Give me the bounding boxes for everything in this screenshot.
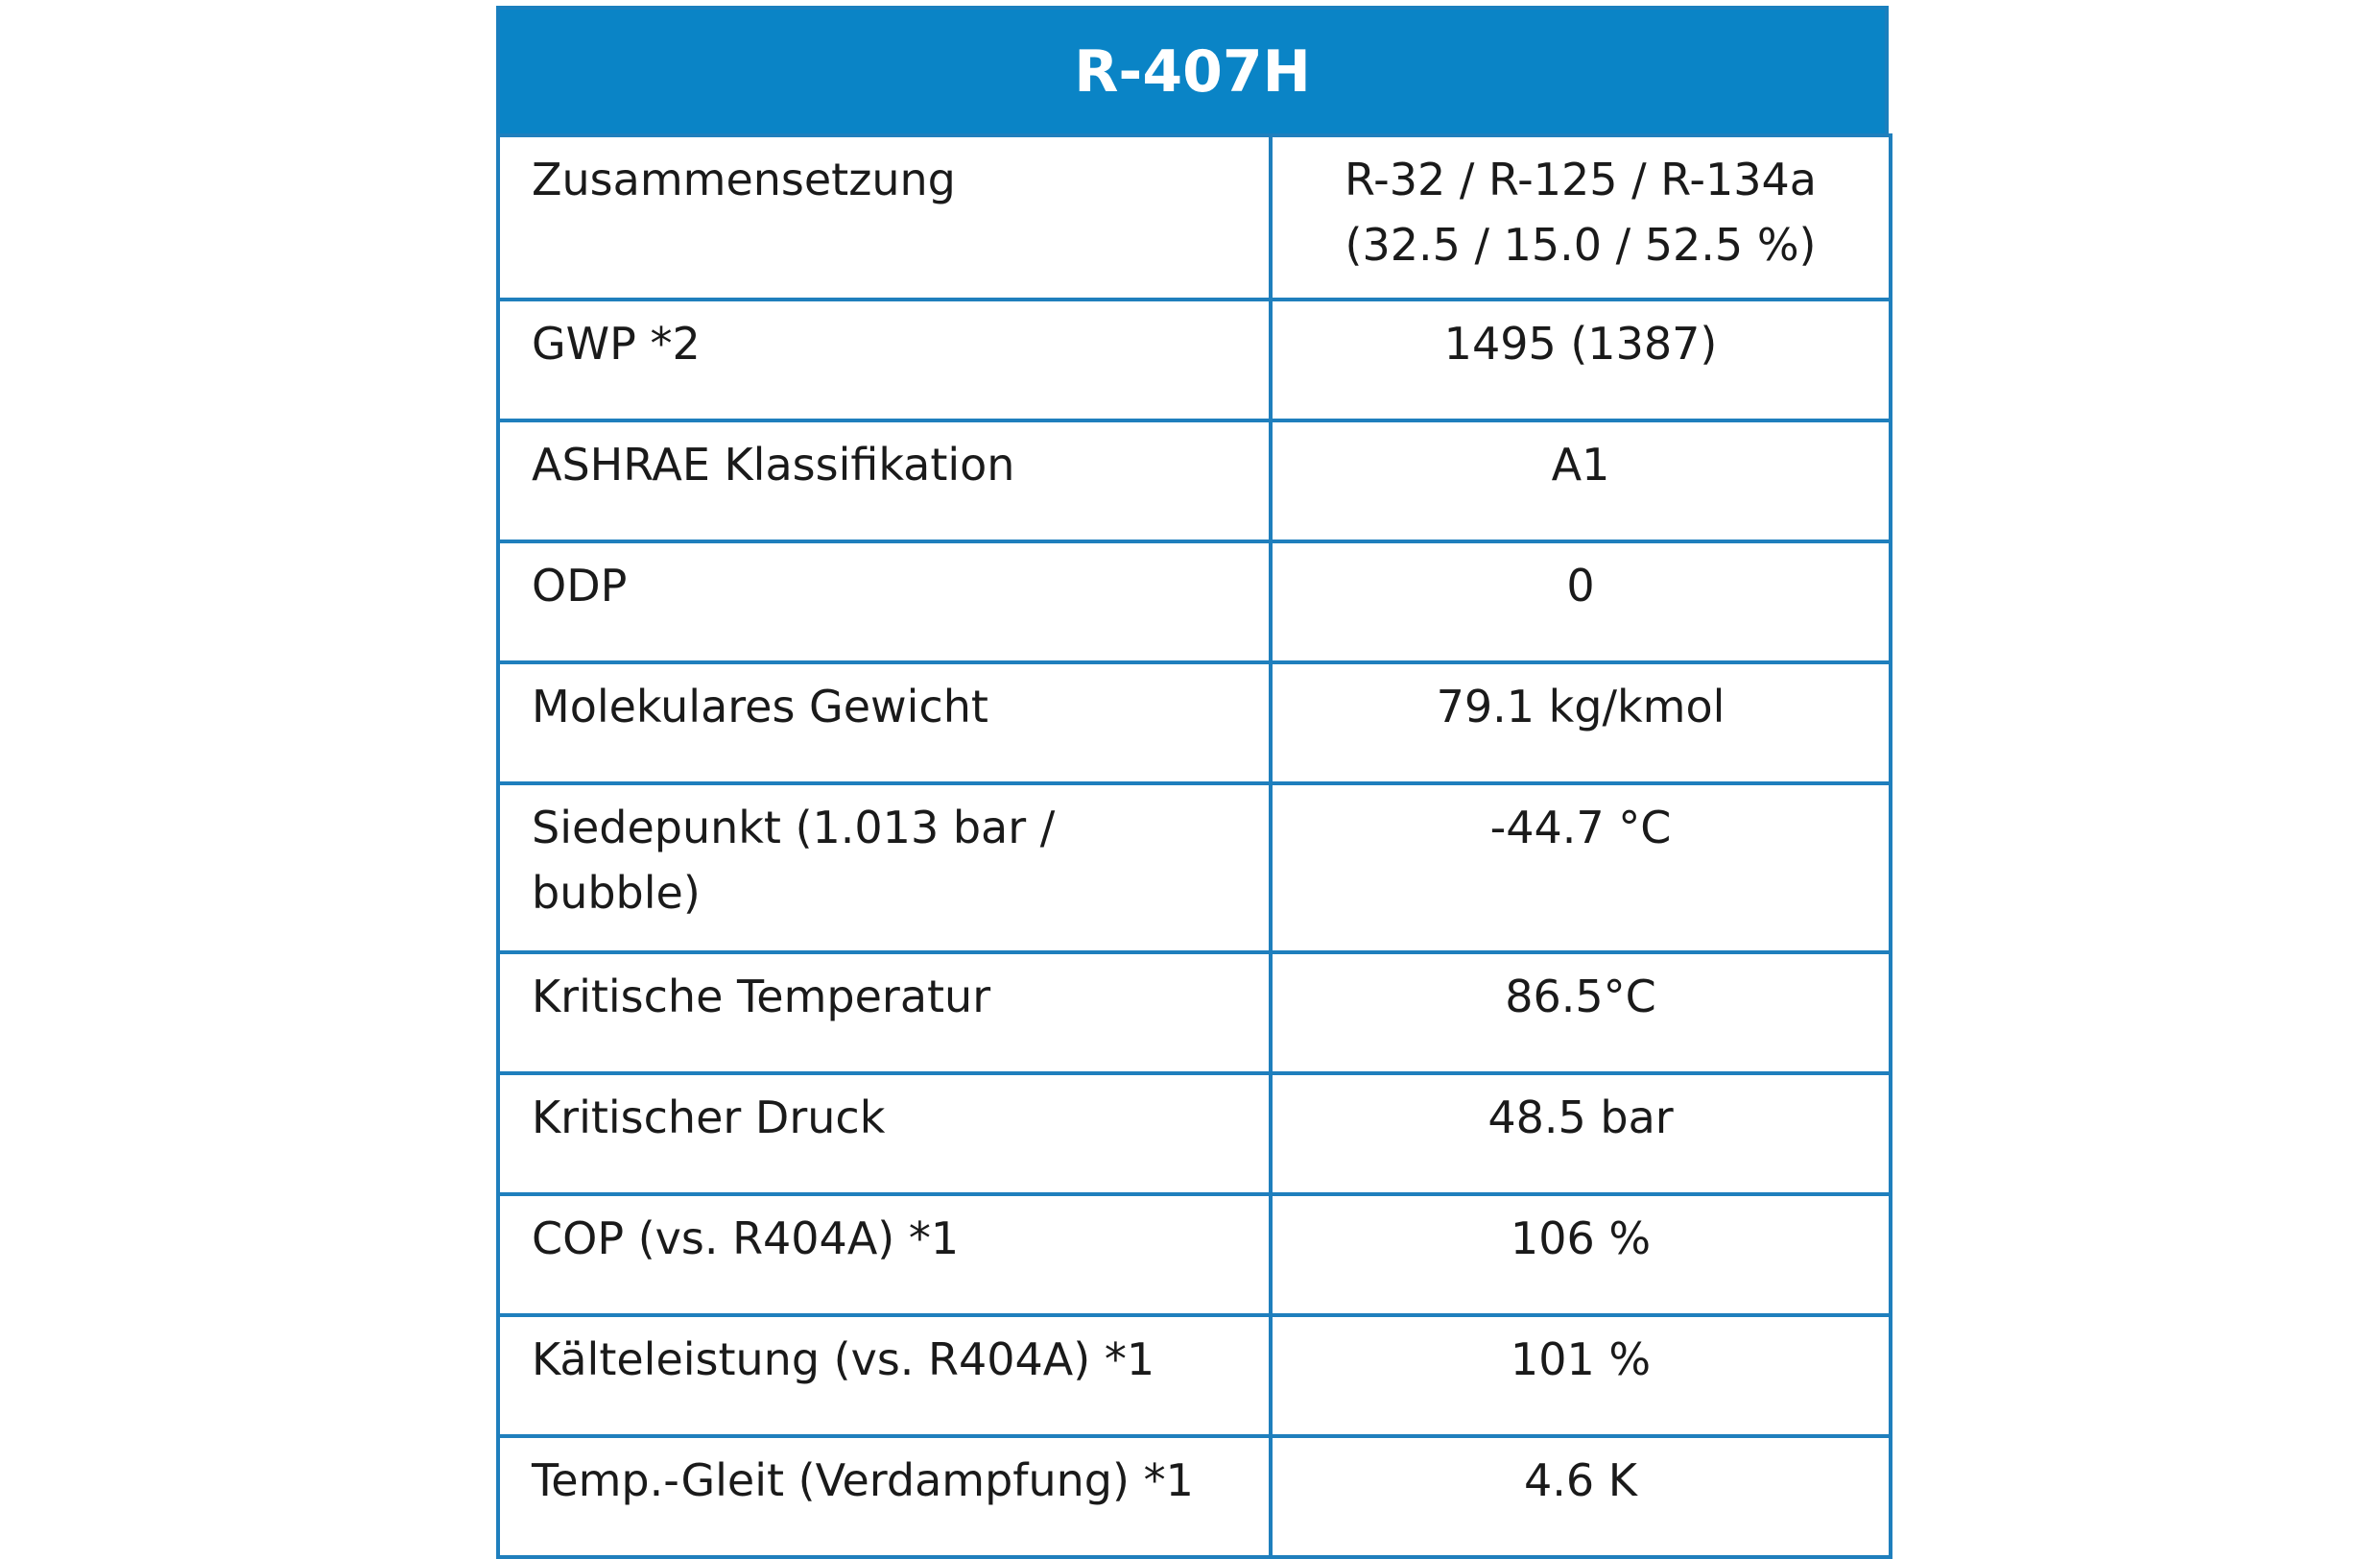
table-row: COP (vs. R404A) *1 106 %: [496, 1192, 1892, 1317]
table-row: Temp.-Gleit (Verdampfung) *1 4.6 K: [496, 1434, 1892, 1559]
property-label: Molekulares Gewicht: [496, 660, 1273, 785]
property-value-line: 101 %: [1510, 1333, 1652, 1385]
property-value-line: 1495 (1387): [1443, 318, 1718, 370]
property-label: ASHRAE Klassifikation: [496, 419, 1273, 543]
table-body: Zusammensetzung R-32 / R-125 / R-134a (3…: [496, 133, 1892, 1559]
table-row: GWP *2 1495 (1387): [496, 298, 1892, 422]
property-label: Siedepunkt (1.013 bar / bubble): [496, 781, 1273, 954]
property-label: ODP: [496, 540, 1273, 664]
property-value: 48.5 bar: [1269, 1071, 1892, 1196]
table-row: Zusammensetzung R-32 / R-125 / R-134a (3…: [496, 133, 1892, 301]
property-label: Kritischer Druck: [496, 1071, 1273, 1196]
property-value: A1: [1269, 419, 1892, 543]
property-value-line: 86.5°C: [1505, 971, 1656, 1022]
property-label: Kritische Temperatur: [496, 950, 1273, 1075]
table-title: R-407H: [496, 6, 1889, 133]
property-value-line: R-32 / R-125 / R-134a: [1345, 154, 1817, 205]
property-value-line: -44.7 °C: [1489, 802, 1672, 853]
property-value: 101 %: [1269, 1313, 1892, 1438]
property-label: Kälteleistung (vs. R404A) *1: [496, 1313, 1273, 1438]
table-row: Kritische Temperatur 86.5°C: [496, 950, 1892, 1075]
property-value: 86.5°C: [1269, 950, 1892, 1075]
property-label: GWP *2: [496, 298, 1273, 422]
table-row: Kälteleistung (vs. R404A) *1 101 %: [496, 1313, 1892, 1438]
property-label: COP (vs. R404A) *1: [496, 1192, 1273, 1317]
property-value-line: (32.5 / 15.0 / 52.5 %): [1345, 219, 1817, 271]
property-value-line: 79.1 kg/kmol: [1436, 681, 1726, 732]
property-value: 0: [1269, 540, 1892, 664]
property-value: 79.1 kg/kmol: [1269, 660, 1892, 785]
refrigerant-properties-table: R-407H Zusammensetzung R-32 / R-125 / R-…: [496, 6, 1892, 1559]
table-row: ODP 0: [496, 540, 1892, 664]
property-label: Temp.-Gleit (Verdampfung) *1: [496, 1434, 1273, 1559]
property-value-line: 106 %: [1510, 1212, 1652, 1264]
table-row: Kritischer Druck 48.5 bar: [496, 1071, 1892, 1196]
property-value-line: A1: [1551, 439, 1610, 491]
property-value: 4.6 K: [1269, 1434, 1892, 1559]
property-value: R-32 / R-125 / R-134a (32.5 / 15.0 / 52.…: [1269, 133, 1892, 301]
property-value: 1495 (1387): [1269, 298, 1892, 422]
property-label: Zusammensetzung: [496, 133, 1273, 301]
property-value-line: 0: [1566, 560, 1595, 612]
properties-grid: Zusammensetzung R-32 / R-125 / R-134a (3…: [496, 133, 1892, 1559]
table-row: Molekulares Gewicht 79.1 kg/kmol: [496, 660, 1892, 785]
property-value-line: 48.5 bar: [1488, 1091, 1674, 1143]
property-value-line: 4.6 K: [1524, 1454, 1637, 1506]
table-row: Siedepunkt (1.013 bar / bubble) -44.7 °C: [496, 781, 1892, 954]
property-value: 106 %: [1269, 1192, 1892, 1317]
table-row: ASHRAE Klassifikation A1: [496, 419, 1892, 543]
property-value: -44.7 °C: [1269, 781, 1892, 954]
